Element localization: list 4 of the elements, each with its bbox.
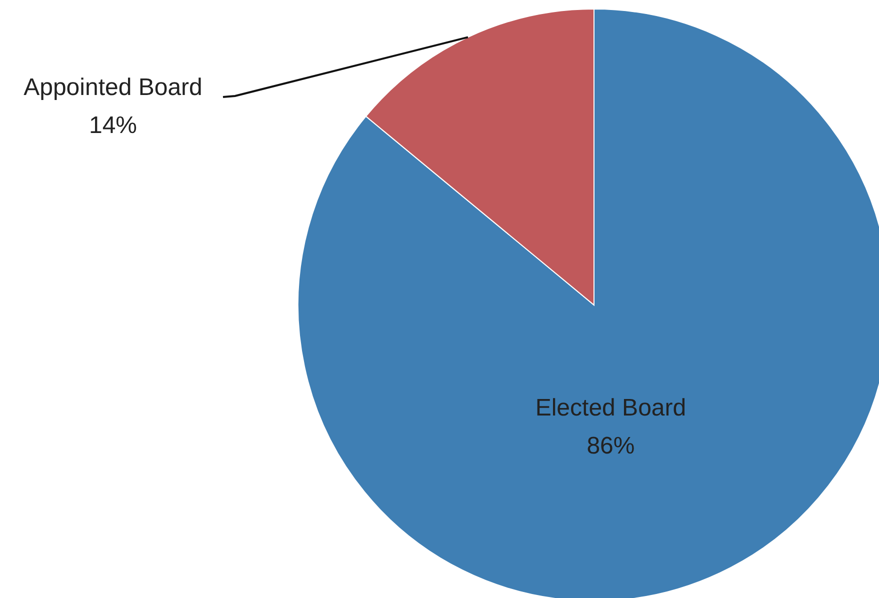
data-label: 86% <box>586 432 635 460</box>
data-label: 14% <box>88 112 138 139</box>
slice-label: Appointed Board <box>24 74 202 101</box>
slice-label: Elected Board <box>535 394 686 422</box>
